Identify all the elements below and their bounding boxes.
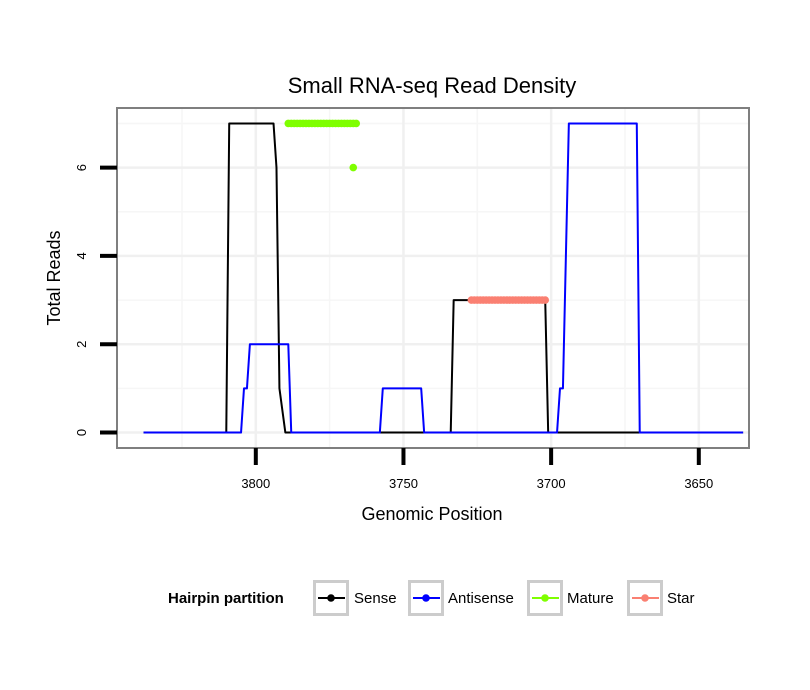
- y-tick-label: 6: [74, 164, 89, 171]
- legend-label-sense: Sense: [354, 590, 397, 607]
- legend-key-point: [541, 594, 549, 602]
- series-layer: [143, 119, 744, 434]
- y-tick-label: 4: [74, 252, 89, 259]
- data-point-mature: [352, 119, 361, 128]
- x-tick-label: 3800: [241, 476, 270, 491]
- x-tick-label: 3650: [684, 476, 713, 491]
- legend-key-point: [422, 594, 430, 602]
- legend-title: Hairpin partition: [168, 590, 284, 607]
- legend: Hairpin partition Sense Antisense Mature St…: [168, 580, 695, 616]
- chart-title: Small RNA-seq Read Density: [288, 73, 577, 98]
- y-axis-title: Total Reads: [44, 230, 64, 325]
- legend-label-antisense: Antisense: [448, 590, 514, 607]
- legend-label-mature: Mature: [567, 590, 614, 607]
- y-tick-label: 0: [74, 429, 89, 436]
- panel-background: [117, 108, 749, 448]
- y-tick-label: 2: [74, 341, 89, 348]
- data-point-star: [541, 296, 550, 304]
- plot-panel: [117, 108, 749, 448]
- axes-layer: 3800 3750 3700 3650 0 2 4 6: [74, 107, 750, 491]
- panel-border: [116, 107, 750, 449]
- x-tick-label: 3750: [389, 476, 418, 491]
- x-tick-label: 3700: [537, 476, 566, 491]
- legend-key-point: [641, 594, 649, 602]
- x-axis-title: Genomic Position: [361, 504, 502, 524]
- series-line-antisense: [143, 122, 744, 434]
- legend-label-star: Star: [667, 590, 695, 607]
- series-line-sense: [143, 122, 744, 434]
- legend-key-point: [327, 594, 335, 602]
- data-point-mature: [349, 163, 358, 172]
